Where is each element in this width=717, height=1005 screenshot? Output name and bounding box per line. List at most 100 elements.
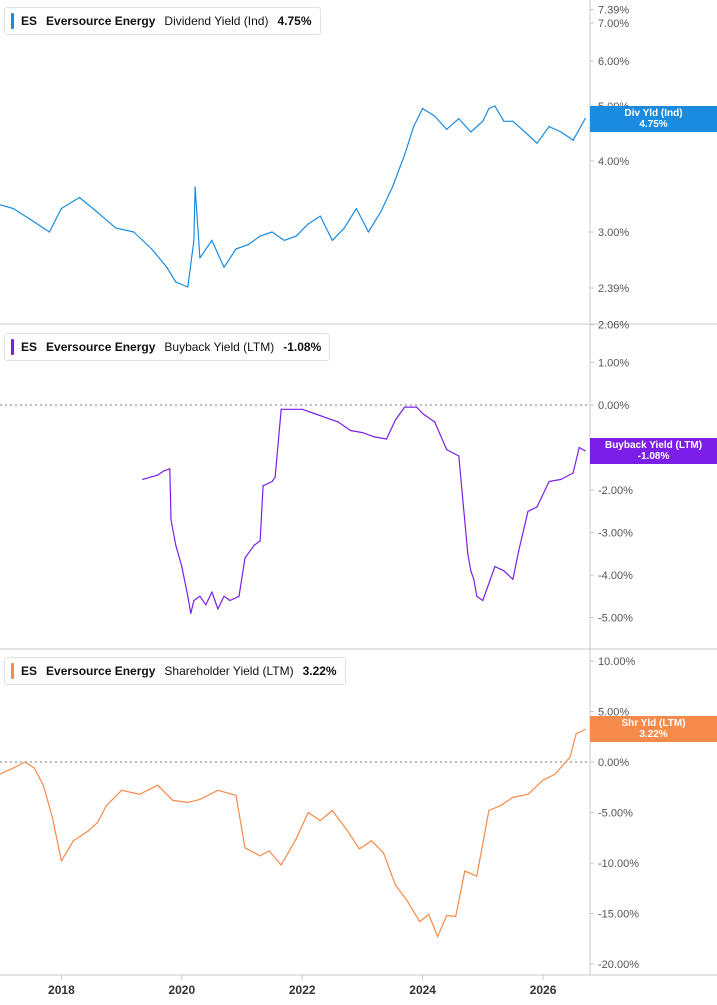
buyback-legend[interactable]: ES Eversource Energy Buyback Yield (LTM)… [4,333,331,361]
shareholder-y-tick-label-0: 10.00% [598,656,636,668]
buyback-point-23 [280,408,282,410]
x-tick-label-4: 2026 [530,983,557,997]
buyback-point-46 [512,578,514,580]
dividend-point-16 [211,239,213,241]
buyback-y-tick-label-3: -3.00% [598,528,633,540]
shareholder-point-20 [259,855,261,857]
dividend-point-7 [114,227,117,229]
shareholder-point-9 [96,822,99,824]
dividend-y-tick-label-7: 2.06% [598,320,629,332]
shareholder-point-22 [280,864,282,866]
shareholder-point-28 [358,848,361,850]
buyback-point-24 [301,408,303,410]
buyback-point-42 [476,595,478,597]
dividend-point-47 [560,131,562,133]
dividend-point-17 [223,266,225,268]
buyback-point-5 [175,544,177,546]
shareholder-y-tick-label-5: -15.00% [598,909,639,921]
shareholder-point-5 [51,816,53,819]
buyback-point-4 [170,519,172,521]
buyback-point-11 [205,604,207,606]
shareholder-point-18 [235,794,237,796]
buyback-value-tag: Buyback Yield (LTM) -1.08% [590,437,717,464]
dividend-point-39 [482,120,484,122]
dividend-point-9 [151,248,153,250]
shareholder-point-16 [199,798,201,800]
buyback-point-35 [422,412,424,415]
shareholder-point-24 [307,811,309,814]
dividend-point-35 [434,115,436,117]
buyback-point-38 [458,455,460,457]
dividend-point-28 [355,207,358,210]
shareholder-legend-ticker: ES [21,664,38,678]
shareholder-point-34 [428,913,430,916]
dividend-point-40 [488,107,490,110]
shareholder-point-11 [121,789,123,791]
buyback-point-39 [467,553,469,555]
shareholder-point-36 [446,914,448,917]
dividend-point-18 [235,248,237,250]
buyback-point-49 [536,506,538,508]
shareholder-point-4 [42,784,44,786]
dividend-point-15 [199,257,201,259]
shareholder-point-31 [394,884,397,886]
dividend-point-44 [524,131,526,133]
dividend-point-37 [458,118,460,120]
shareholder-y-tick-label-6: -20.00% [598,959,639,971]
dividend-point-38 [470,131,472,133]
dividend-point-49 [584,118,586,120]
dividend-point-19 [247,244,249,246]
shareholder-point-35 [437,936,439,938]
buyback-point-9 [193,599,195,602]
buyback-point-50 [548,480,550,483]
x-tick-label-3: 2024 [409,983,436,997]
dividend-legend-swatch [11,13,14,29]
dividend-point-22 [283,239,285,241]
buyback-point-1 [157,474,159,476]
buyback-legend-swatch [11,339,14,355]
shareholder-value-tag: Shr Yld (LTM) 3.22% [590,716,717,743]
buyback-point-52 [572,472,574,474]
dividend-point-45 [536,142,538,144]
shareholder-point-19 [244,847,246,849]
buyback-y-tick-label-5: -5.00% [598,613,633,625]
shareholder-point-43 [527,793,529,795]
shareholder-tag-value: 3.22% [639,729,668,741]
dividend-tag-value: 4.75% [639,118,668,130]
dividend-legend[interactable]: ES Eversource Energy Dividend Yield (Ind… [4,7,321,35]
shareholder-point-23 [295,838,297,840]
buyback-point-48 [527,510,529,512]
shareholder-point-10 [105,804,108,807]
buyback-point-17 [244,557,246,559]
shareholder-point-29 [370,840,373,842]
shareholder-y-tick-label-3: -5.00% [598,808,633,820]
shareholder-point-44 [542,779,544,781]
buyback-point-45 [503,570,505,572]
shareholder-legend[interactable]: ES Eversource Energy Shareholder Yield (… [4,657,346,685]
shareholder-point-12 [139,793,141,795]
shareholder-point-39 [476,875,478,877]
buyback-point-21 [271,480,273,483]
buyback-point-41 [473,578,475,580]
dividend-y-tick-label-2: 6.00% [598,56,629,68]
shareholder-tag-label: Shr Yld (LTM) [621,718,686,730]
shareholder-point-7 [72,840,75,842]
dividend-point-48 [572,139,574,141]
dividend-point-23 [295,235,297,237]
buyback-tag-value: -1.08% [637,450,670,462]
buyback-point-36 [434,421,436,423]
buyback-point-7 [187,595,189,597]
buyback-point-31 [385,438,388,440]
shareholder-point-13 [157,784,159,786]
buyback-legend-metric: Buyback Yield (LTM) [164,340,275,354]
dividend-point-24 [307,223,309,225]
shareholder-point-6 [60,860,63,862]
shareholder-point-42 [512,796,514,798]
dividend-point-5 [78,196,81,199]
shareholder-point-2 [24,761,26,763]
buyback-point-37 [446,449,448,451]
shareholder-point-47 [575,733,577,735]
shareholder-point-15 [187,801,189,804]
buyback-legend-company: Eversource Energy [46,340,156,354]
dividend-y-tick-label-0: 7.39% [598,5,629,17]
